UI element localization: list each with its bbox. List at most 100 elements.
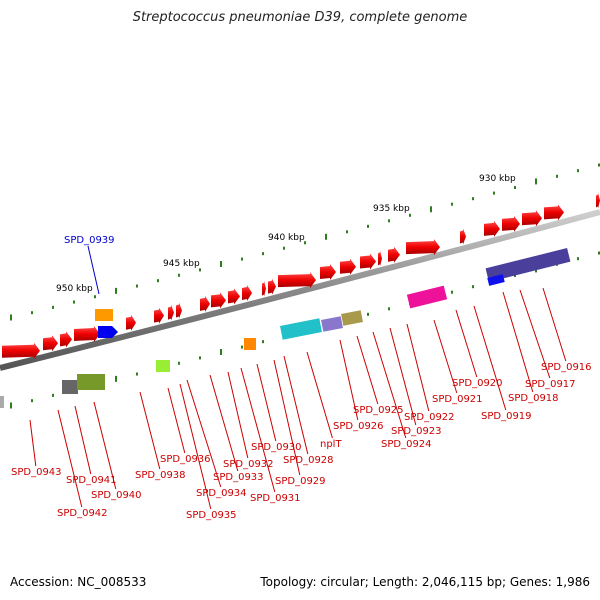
gene-arrow[interactable] (74, 326, 100, 343)
gene-label[interactable]: SPD_0926 (333, 421, 384, 432)
leader-line (455, 309, 478, 378)
gene-label[interactable]: SPD_0920 (452, 378, 503, 389)
gene-arrow[interactable] (60, 331, 72, 348)
tick-inner (52, 393, 54, 397)
gene-label[interactable]: SPD_0940 (91, 490, 142, 501)
gene-arrow[interactable] (320, 264, 336, 281)
leader-line (519, 289, 551, 379)
block-lime (156, 360, 170, 372)
gene-label[interactable]: SPD_0929 (275, 476, 326, 487)
gene-arrow[interactable] (126, 314, 136, 331)
tick-inner (136, 372, 138, 376)
tick-inner (388, 307, 390, 311)
kbp-label-945: 945 kbp (163, 259, 200, 269)
tick-outer (598, 163, 600, 167)
map-title: Streptococcus pneumoniae D39, complete g… (132, 10, 468, 25)
block-green (77, 374, 105, 390)
gene-label[interactable]: SPD_0932 (223, 459, 274, 470)
gene-label[interactable]: SPD_0918 (508, 393, 559, 404)
gene-arrow[interactable] (154, 307, 164, 324)
gene-label[interactable]: nplT (320, 439, 342, 450)
gene-arrow[interactable] (43, 335, 58, 352)
highlighted-gene-label[interactable]: SPD_0939 (64, 235, 115, 246)
gene-arrow[interactable] (211, 292, 226, 309)
gene-label[interactable]: SPD_0935 (186, 510, 237, 521)
gene-arrow[interactable] (360, 253, 376, 270)
gene-arrow[interactable] (388, 246, 400, 263)
tick-outer (430, 206, 432, 213)
gene-label[interactable]: SPD_0924 (381, 439, 432, 450)
gene-label[interactable]: SPD_0938 (135, 470, 186, 481)
gene-label[interactable]: SPD_0936 (160, 454, 211, 465)
gene-label[interactable]: SPD_0917 (525, 379, 576, 390)
gene-arrow[interactable] (596, 192, 600, 209)
tick-outer (283, 246, 285, 250)
gene-arrow[interactable] (406, 239, 440, 256)
leader-line (139, 391, 161, 470)
block-purple-1 (321, 316, 343, 332)
gene-label[interactable]: SPD_0916 (541, 362, 592, 373)
gene-arrow[interactable] (176, 302, 182, 319)
gene-label[interactable]: SPD_0930 (251, 442, 302, 453)
gene-arrow[interactable] (228, 288, 240, 305)
gene-arrow[interactable] (484, 220, 500, 237)
tick-inner (220, 348, 222, 355)
tick-outer (73, 300, 75, 304)
gene-label[interactable]: SPD_0933 (213, 472, 264, 483)
kbp-label-935: 935 kbp (373, 204, 410, 214)
gene-arrow[interactable] (2, 342, 40, 359)
tick-inner (115, 375, 117, 382)
leader-line (167, 387, 186, 454)
gene-label[interactable]: SPD_0923 (391, 426, 442, 437)
tick-outer (367, 224, 369, 228)
kbp-label-930: 930 kbp (479, 174, 516, 184)
gene-label[interactable]: SPD_0931 (250, 493, 301, 504)
gene-arrow[interactable] (278, 272, 316, 289)
gene-label[interactable]: SPD_0925 (353, 405, 404, 416)
gene-arrow[interactable] (242, 285, 252, 302)
tick-inner (10, 402, 12, 409)
gene-arrow[interactable] (168, 304, 174, 321)
kbp-label-940: 940 kbp (268, 233, 305, 243)
gene-label[interactable]: SPD_0922 (404, 412, 455, 423)
gene-arrow[interactable] (522, 210, 542, 227)
leader-line (406, 323, 430, 412)
gene-label[interactable]: SPD_0942 (57, 508, 108, 519)
gene-arrow[interactable] (378, 250, 382, 267)
gene-label[interactable]: SPD_0943 (11, 467, 62, 478)
leader-line (29, 419, 37, 467)
gene-arrow[interactable] (200, 295, 210, 312)
leader-line (339, 339, 359, 421)
tick-outer (10, 314, 12, 321)
gene-arrow[interactable] (268, 278, 276, 295)
gene-label[interactable]: SPD_0941 (66, 475, 117, 486)
highlight-leader (87, 245, 100, 295)
tick-inner (199, 356, 201, 360)
annotation-blocks (0, 248, 571, 408)
tick-outer (577, 169, 579, 173)
gene-arrow[interactable] (502, 215, 520, 232)
gene-arrow[interactable] (262, 280, 266, 297)
tick-outer (304, 241, 306, 245)
tick-inner (577, 257, 579, 261)
tick-outer (199, 268, 201, 272)
tick-outer (220, 260, 222, 267)
gene-arrow[interactable] (460, 228, 466, 245)
block-orange-top (95, 309, 113, 321)
gene-label[interactable]: SPD_0919 (481, 411, 532, 422)
tick-inner (367, 312, 369, 316)
tick-inner (472, 285, 474, 289)
gene-label[interactable]: SPD_0934 (196, 488, 247, 499)
gene-label[interactable]: SPD_0921 (432, 394, 483, 405)
leader-line (209, 374, 239, 472)
tick-outer (346, 230, 348, 234)
gene-arrow[interactable] (340, 258, 356, 275)
gene-label[interactable]: SPD_0928 (283, 455, 334, 466)
tick-inner (241, 345, 243, 349)
leader-line (283, 355, 309, 455)
gene-arrow[interactable] (544, 204, 564, 221)
leader-line (542, 287, 567, 362)
leader-line (179, 383, 212, 510)
block-blue-arrow (98, 326, 118, 338)
